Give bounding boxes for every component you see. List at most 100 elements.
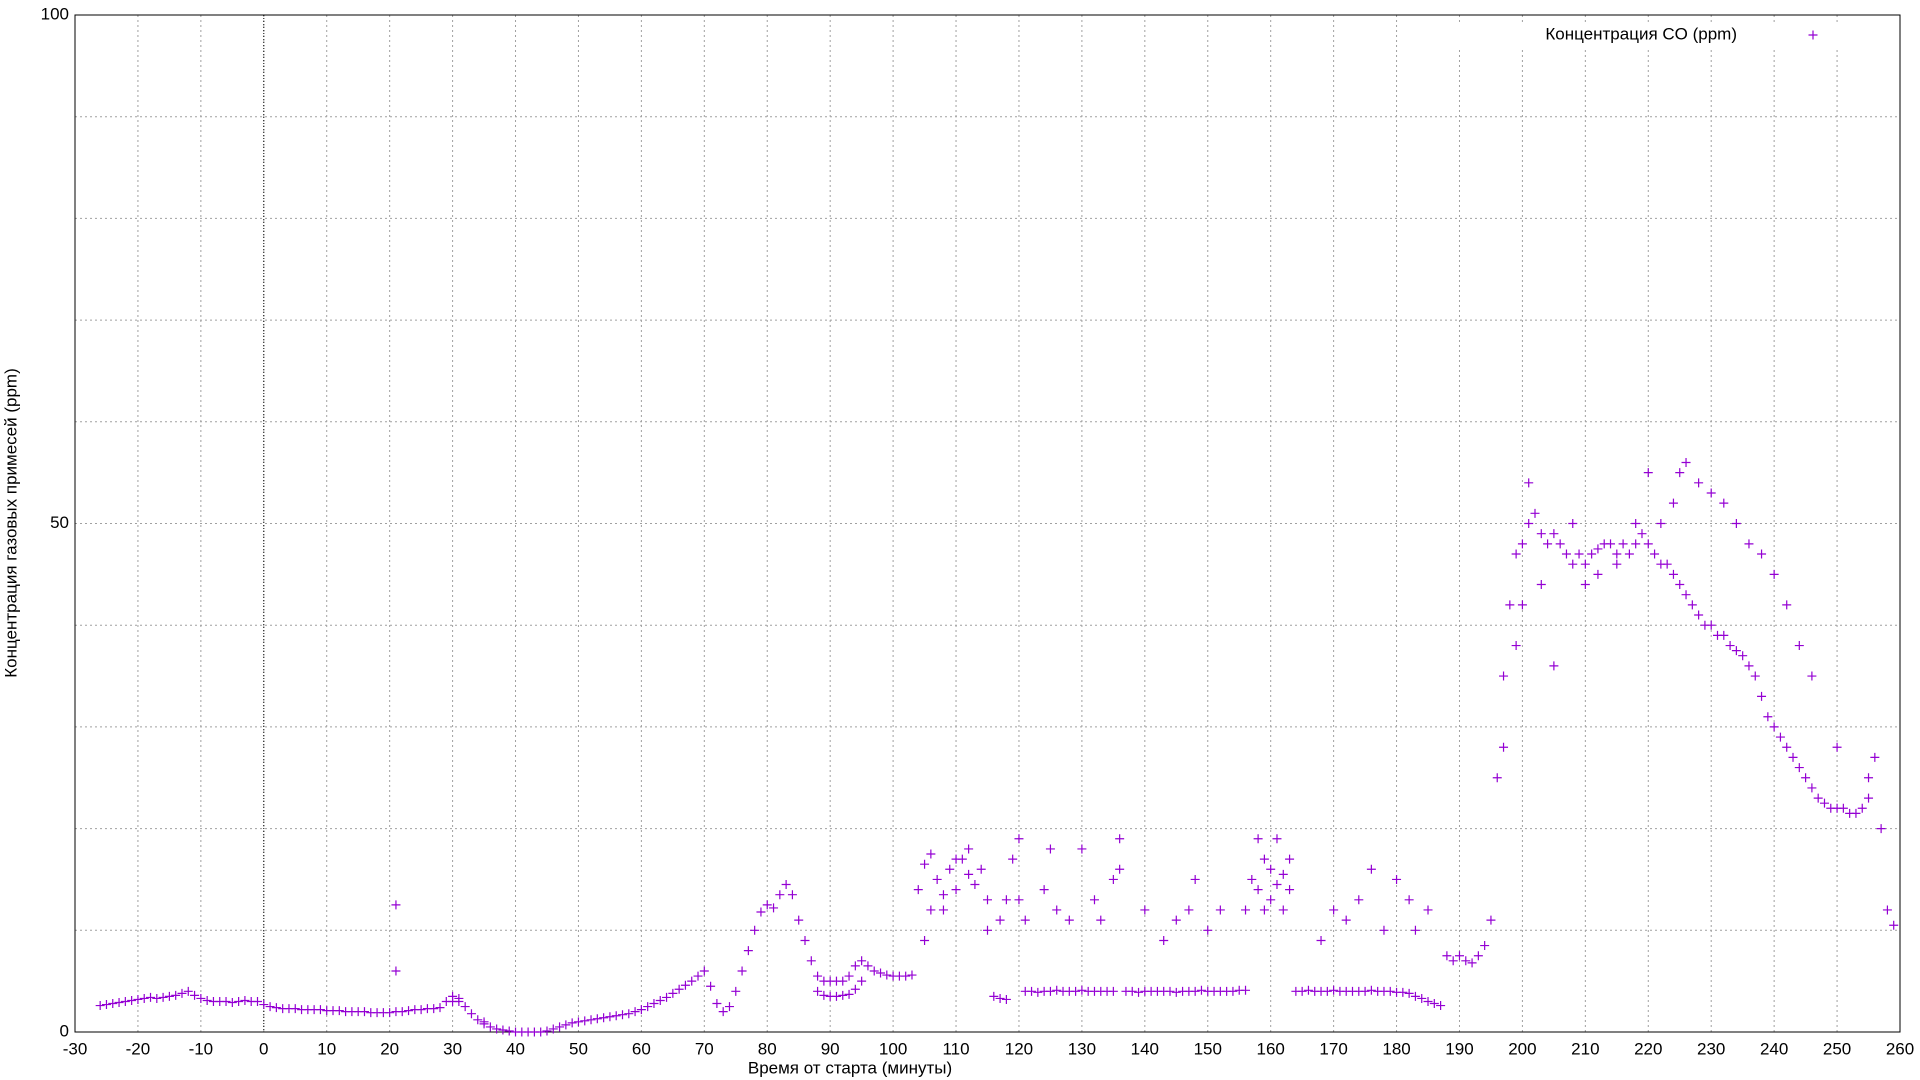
- point: [1631, 539, 1641, 549]
- y-tick-label: 100: [41, 4, 69, 23]
- point: [586, 1015, 596, 1025]
- point: [976, 864, 986, 874]
- point: [1819, 798, 1829, 808]
- x-tick-label: 250: [1823, 1039, 1851, 1058]
- point: [1171, 915, 1181, 925]
- point: [1668, 569, 1678, 579]
- point: [1404, 895, 1414, 905]
- point: [234, 996, 244, 1006]
- x-tick-label: 0: [259, 1039, 268, 1058]
- point: [1410, 925, 1420, 935]
- point: [1568, 559, 1578, 569]
- point: [1536, 529, 1546, 539]
- point: [938, 905, 948, 915]
- point: [920, 859, 930, 869]
- point: [699, 966, 709, 976]
- point: [1511, 549, 1521, 559]
- point: [932, 874, 942, 884]
- point: [1763, 712, 1773, 722]
- point: [573, 1017, 583, 1027]
- point: [1587, 549, 1597, 559]
- point: [1719, 630, 1729, 640]
- point: [466, 1009, 476, 1019]
- point: [1675, 468, 1685, 478]
- point: [1045, 844, 1055, 854]
- point: [1140, 905, 1150, 915]
- point: [693, 971, 703, 981]
- point: [1769, 722, 1779, 732]
- point: [643, 1002, 653, 1012]
- point: [1801, 773, 1811, 783]
- point: [630, 1007, 640, 1017]
- point: [869, 966, 879, 976]
- point: [1681, 457, 1691, 467]
- point: [1499, 671, 1509, 681]
- point: [1889, 920, 1899, 930]
- point: [1215, 905, 1225, 915]
- point: [1750, 671, 1760, 681]
- point: [95, 1001, 105, 1011]
- point: [1266, 864, 1276, 874]
- point: [1857, 803, 1867, 813]
- point: [460, 1002, 470, 1012]
- point: [1001, 895, 1011, 905]
- point: [1410, 991, 1420, 1001]
- point: [177, 988, 187, 998]
- point: [712, 999, 722, 1009]
- point: [756, 907, 766, 917]
- x-tick-label: 190: [1445, 1039, 1473, 1058]
- x-tick-label: 70: [695, 1039, 714, 1058]
- point: [1184, 905, 1194, 915]
- point: [120, 996, 130, 1006]
- point: [1360, 986, 1370, 996]
- legend-label: Концентрация CO (ppm): [1545, 24, 1737, 43]
- point: [290, 1004, 300, 1014]
- x-tick-label: 140: [1131, 1039, 1159, 1058]
- point: [171, 990, 181, 1000]
- point: [1134, 987, 1144, 997]
- x-tick-label: 180: [1382, 1039, 1410, 1058]
- point: [1285, 854, 1295, 864]
- point: [1165, 986, 1175, 996]
- point: [1285, 885, 1295, 895]
- point: [152, 993, 162, 1003]
- x-tick-label: 20: [380, 1039, 399, 1058]
- point: [1580, 559, 1590, 569]
- point: [567, 1018, 577, 1028]
- point: [1744, 661, 1754, 671]
- point: [1329, 985, 1339, 995]
- point: [1555, 539, 1565, 549]
- point: [1417, 993, 1427, 1003]
- point: [1196, 985, 1206, 995]
- point: [1694, 478, 1704, 488]
- x-tick-label: 40: [506, 1039, 525, 1058]
- point: [1606, 539, 1616, 549]
- point: [221, 996, 231, 1006]
- point: [787, 890, 797, 900]
- point: [1524, 478, 1534, 488]
- point: [1549, 661, 1559, 671]
- point: [1788, 752, 1798, 762]
- point: [1253, 885, 1263, 895]
- x-tick-label: -10: [189, 1039, 214, 1058]
- point: [838, 976, 848, 986]
- point: [404, 1006, 414, 1016]
- x-tick-label: 210: [1571, 1039, 1599, 1058]
- point: [492, 1024, 502, 1034]
- point: [1366, 864, 1376, 874]
- point: [1738, 651, 1748, 661]
- x-tick-label: 100: [879, 1039, 907, 1058]
- point: [202, 995, 212, 1005]
- point: [536, 1027, 546, 1037]
- point: [674, 984, 684, 994]
- point: [359, 1007, 369, 1017]
- point: [611, 1011, 621, 1021]
- point: [1190, 986, 1200, 996]
- point: [416, 1005, 426, 1015]
- point: [605, 1012, 615, 1022]
- point: [1662, 559, 1672, 569]
- plot-border: [74, 14, 1901, 1033]
- point: [1782, 742, 1792, 752]
- point: [164, 991, 174, 1001]
- point: [385, 1008, 395, 1018]
